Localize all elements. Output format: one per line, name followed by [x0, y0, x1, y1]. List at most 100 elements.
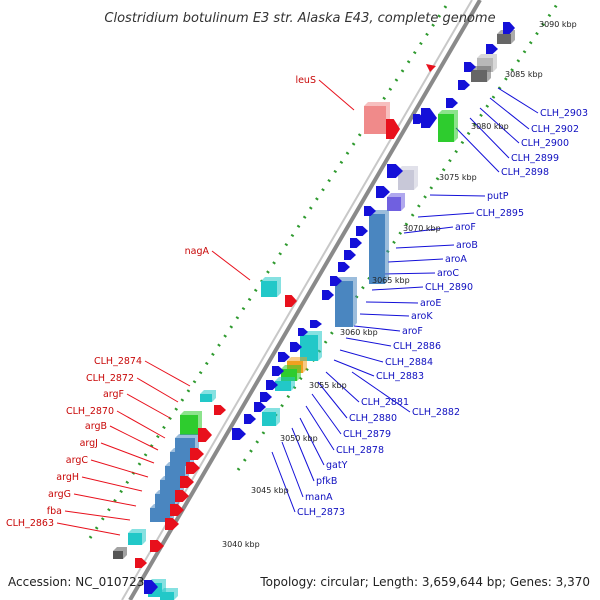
leader-line: [489, 97, 530, 130]
leader-line: [387, 258, 444, 263]
gene-label-aroa[interactable]: aroA: [445, 254, 467, 265]
leader-line: [64, 510, 131, 521]
tick-label: 3075 kbp: [439, 173, 477, 182]
map-title: Clostridium botulinum E3 str. Alaska E43…: [104, 11, 495, 26]
gene-label-fba[interactable]: fba: [47, 506, 62, 517]
tick-label: 3040 kbp: [222, 540, 260, 549]
leader-line: [345, 337, 392, 347]
gene-label-argj[interactable]: argJ: [80, 438, 98, 449]
leader-line: [318, 79, 355, 111]
gene-label-clh_2886[interactable]: CLH_2886: [393, 341, 441, 352]
gene-label-clh_2879[interactable]: CLH_2879: [343, 429, 391, 440]
gene-label-argg[interactable]: argG: [48, 489, 71, 500]
forward-arrow-11: [350, 238, 362, 248]
clh2874-feature: [200, 394, 212, 402]
tick-label: 3080 kbp: [471, 122, 509, 131]
gene-label-clh_2881[interactable]: CLH_2881: [361, 397, 409, 408]
gene-label-clh_2880[interactable]: CLH_2880: [349, 413, 397, 424]
putP-feature-shade: [387, 193, 405, 211]
forward-arrow-12: [344, 250, 356, 260]
gene-label-argc[interactable]: argC: [66, 455, 89, 466]
leader-line: [311, 393, 342, 435]
gene-label-clh_2870[interactable]: CLH_2870: [66, 406, 114, 417]
gene-label-pfkb[interactable]: pfkB: [316, 476, 337, 487]
tick-label: 3090 kbp: [539, 20, 577, 29]
reverse-arrow-3: [198, 428, 212, 442]
tick-label: 3085 kbp: [505, 70, 543, 79]
tick-label: 3060 kbp: [340, 328, 378, 337]
clh2899-feature: [438, 114, 454, 142]
gene-label-mana[interactable]: manA: [305, 492, 333, 503]
gene-label-gaty[interactable]: gatY: [326, 460, 348, 471]
leader-line: [291, 427, 315, 482]
leader-line: [325, 371, 360, 403]
forward-arrow-2: [464, 62, 476, 72]
gene-label-clh_2903[interactable]: CLH_2903: [540, 108, 588, 119]
forward-arrow-17: [298, 328, 308, 336]
gene-label-naga[interactable]: nagA: [185, 246, 210, 257]
leader-line: [281, 441, 304, 498]
gene-label-clh_2902[interactable]: CLH_2902: [531, 124, 579, 135]
reverse-arrow-7: [175, 490, 189, 502]
gene-label-clh_2873[interactable]: CLH_2873: [297, 507, 345, 518]
forward-arrow-24: [244, 414, 256, 424]
gene-label-clh_2895[interactable]: CLH_2895: [476, 208, 524, 219]
gene-label-putp[interactable]: putP: [487, 191, 509, 202]
leader-line: [305, 405, 335, 451]
gene-label-arok[interactable]: aroK: [411, 311, 433, 322]
gene-label-leus[interactable]: leuS: [295, 75, 316, 86]
gene-label-clh_2863[interactable]: CLH_2863: [6, 518, 54, 529]
gene-label-arof[interactable]: aroF: [455, 222, 476, 233]
clh2860-feature-shade: [148, 579, 166, 597]
leader-line: [116, 410, 166, 439]
clh2903-feature-shade: [497, 30, 515, 44]
leader-line: [299, 417, 325, 466]
reverse-arrow-4: [190, 448, 204, 460]
leader-line: [109, 425, 159, 451]
gene-label-clh_2890[interactable]: CLH_2890: [425, 282, 473, 293]
leader-line: [403, 226, 454, 234]
forward-arrow-19: [278, 352, 290, 362]
leader-line: [365, 301, 419, 304]
leader-line: [353, 325, 401, 332]
gene-label-clh_2884[interactable]: CLH_2884: [385, 357, 433, 368]
reverse-arrow-9: [165, 518, 179, 530]
reverse-arrow-8: [170, 504, 184, 516]
clh2863-feature: [128, 533, 142, 545]
gene-label-clh_2874[interactable]: CLH_2874: [94, 356, 142, 367]
leader-line: [351, 371, 411, 413]
gene-label-arob[interactable]: aroB: [456, 240, 478, 251]
gene-label-clh_2882[interactable]: CLH_2882: [412, 407, 460, 418]
forward-arrow-26: [144, 580, 158, 594]
leader-line: [497, 87, 539, 114]
clh2880-feature: [275, 381, 291, 391]
gene-label-clh_2900[interactable]: CLH_2900: [521, 138, 569, 149]
nagA-feature: [261, 281, 277, 297]
clh2890-block-shade: [335, 277, 357, 327]
gene-label-clh_2898[interactable]: CLH_2898: [501, 167, 549, 178]
gene-label-arof[interactable]: aroF: [402, 326, 423, 337]
leader-line: [429, 194, 486, 197]
gene-label-aroe[interactable]: aroE: [420, 298, 441, 309]
forward-arrow-5: [421, 108, 437, 128]
gene-label-aroc[interactable]: aroC: [437, 268, 459, 279]
forward-arrow-23: [254, 402, 266, 412]
forward-arrow-10: [356, 226, 368, 236]
leader-line: [381, 272, 436, 275]
leader-line: [479, 107, 520, 144]
gene-label-argh[interactable]: argH: [56, 472, 79, 483]
clh2900-feature: [471, 70, 487, 82]
gene-label-clh_2878[interactable]: CLH_2878: [336, 445, 384, 456]
gene-label-clh_2872[interactable]: CLH_2872: [86, 373, 134, 384]
clh2863b-feature-shade: [113, 547, 127, 559]
gene-label-clh_2883[interactable]: CLH_2883: [376, 371, 424, 382]
forward-arrow-25: [232, 428, 246, 440]
tick-label: 3055 kbp: [309, 381, 347, 390]
gene-label-clh_2899[interactable]: CLH_2899: [511, 153, 559, 164]
gene-label-argb[interactable]: argB: [85, 421, 107, 432]
gene-features: [113, 22, 515, 600]
gene-label-argf[interactable]: argF: [103, 389, 124, 400]
forward-arrow-21: [266, 380, 278, 390]
forward-arrow-15: [322, 290, 334, 300]
tick-label: 3050 kbp: [280, 434, 318, 443]
